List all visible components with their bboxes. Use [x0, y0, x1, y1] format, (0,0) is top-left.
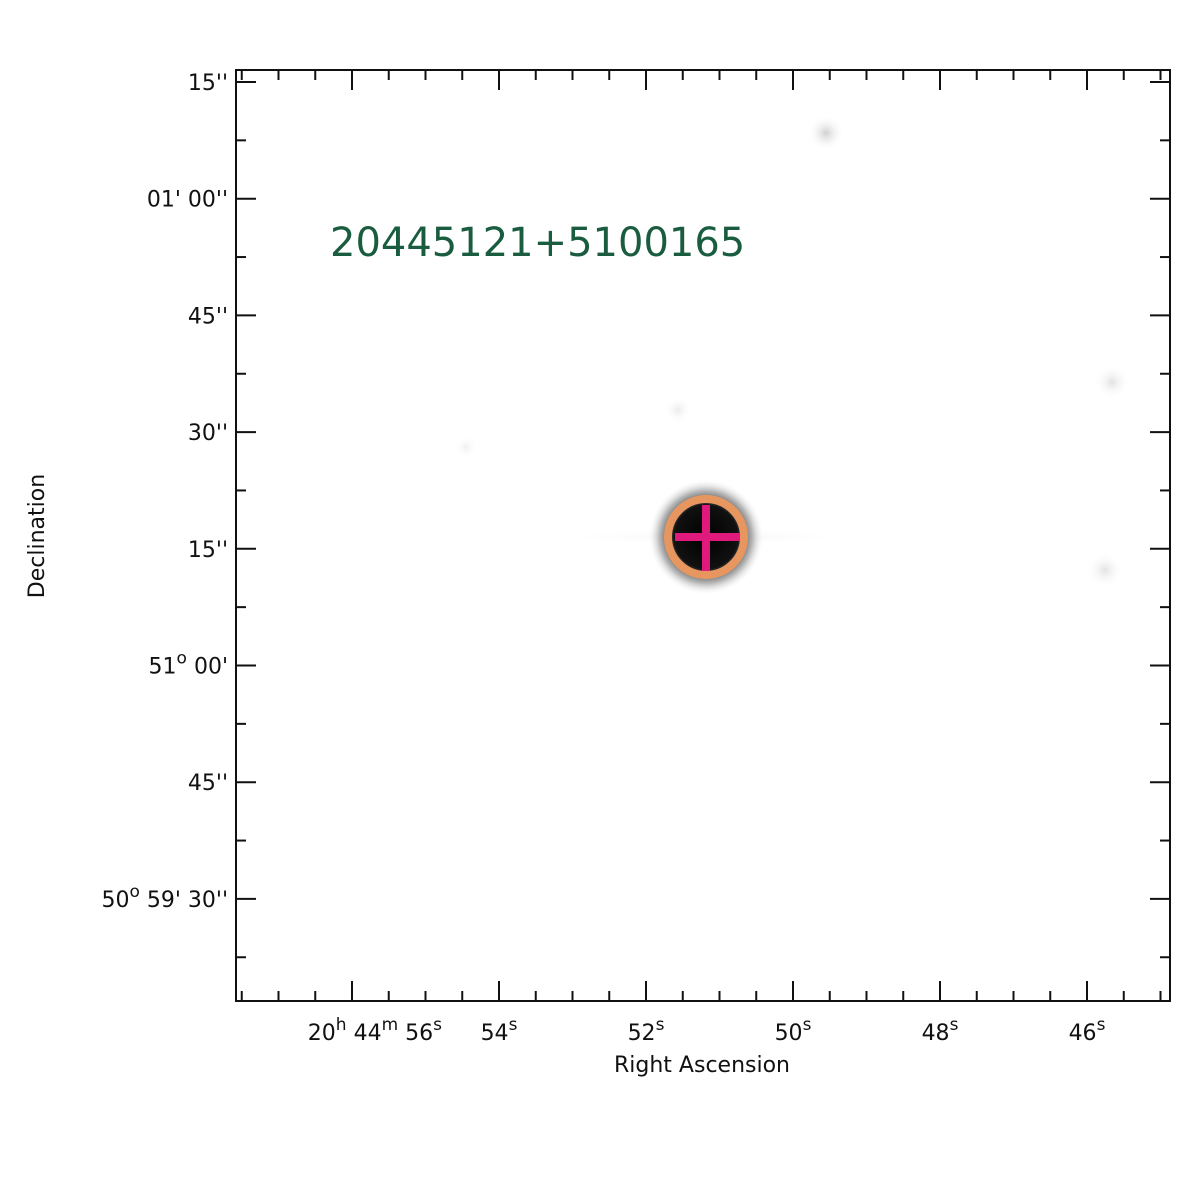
tick-label: 15''	[188, 538, 228, 563]
faint-source	[1087, 552, 1123, 588]
x-axis-label: Right Ascension	[614, 1053, 790, 1078]
target-ring	[664, 495, 748, 579]
tick-label: 50s	[775, 1015, 812, 1046]
tick-label: 54s	[481, 1015, 518, 1046]
faint-source	[454, 435, 478, 459]
tick-label-part: 51	[149, 655, 177, 680]
tick-label-sup: s	[1097, 1015, 1106, 1035]
tick-label-part: 59' 30''	[140, 888, 228, 913]
tick-label-part: 20	[308, 1021, 336, 1046]
tick-label: 48s	[922, 1015, 959, 1046]
tick-label: 46s	[1069, 1015, 1106, 1046]
tick-label-sup: s	[433, 1015, 442, 1035]
faint-source	[664, 396, 692, 424]
tick-label: 45''	[188, 304, 228, 329]
frame	[235, 69, 1171, 1002]
tick-label: 01' 00''	[147, 188, 228, 213]
tick-label-part: 54	[481, 1021, 509, 1046]
tick-label-part: 50	[101, 888, 129, 913]
tick-label-sup: o	[129, 882, 139, 902]
tick-label-part: 56	[398, 1021, 433, 1046]
tick-label-sup: s	[656, 1015, 665, 1035]
tick-label: 30''	[188, 421, 228, 446]
tick-label-part: 15''	[188, 538, 228, 563]
tick-label-sup: h	[336, 1015, 347, 1035]
tick-label-part: 15''	[188, 71, 228, 96]
tick-label-part: 45''	[188, 771, 228, 796]
tick-label-part: 48	[922, 1021, 950, 1046]
tick-label-part: 46	[1069, 1021, 1097, 1046]
faint-source	[1094, 364, 1130, 400]
tick-label: 20h 44m 56s	[308, 1015, 442, 1046]
tick-label: 15''	[188, 71, 228, 96]
tick-label: 51o 00'	[149, 649, 228, 680]
tick-label-part: 30''	[188, 421, 228, 446]
tick-label-sup: o	[177, 649, 187, 669]
tick-label-part: 52	[628, 1021, 656, 1046]
tick-label-part: 01' 00''	[147, 188, 228, 213]
tick-label-part: 45''	[188, 304, 228, 329]
tick-label-sup: m	[382, 1015, 399, 1035]
tick-label-sup: s	[509, 1015, 518, 1035]
source-name: 20445121+5100165	[330, 220, 745, 266]
y-axis-label: Declination	[25, 474, 50, 598]
tick-label: 52s	[628, 1015, 665, 1046]
tick-label-sup: s	[950, 1015, 959, 1035]
faint-source	[808, 115, 844, 151]
tick-label-part: 44	[347, 1021, 382, 1046]
tick-label-sup: s	[803, 1015, 812, 1035]
tick-label: 45''	[188, 771, 228, 796]
tick-label: 50o 59' 30''	[101, 882, 228, 913]
tick-label-part: 00'	[187, 655, 228, 680]
tick-label-part: 50	[775, 1021, 803, 1046]
